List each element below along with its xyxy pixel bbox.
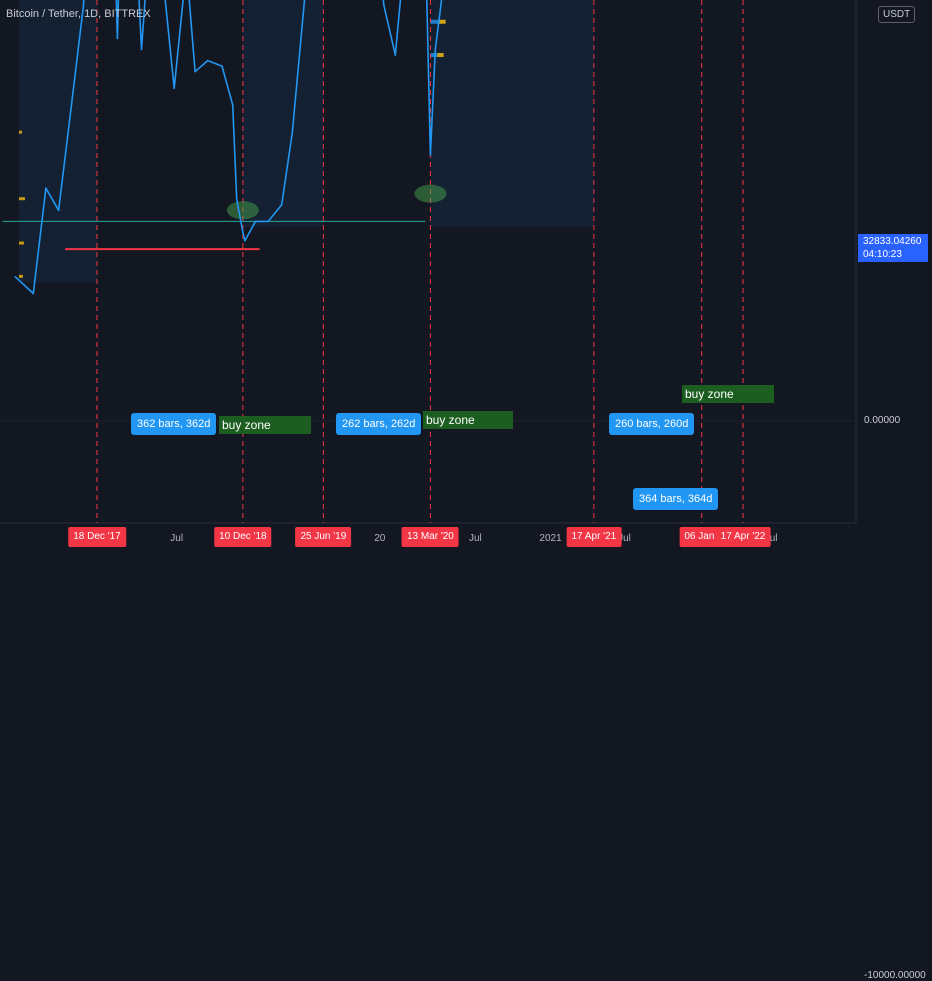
date-marker-label[interactable]: 06 Jan ': [679, 527, 725, 547]
price-point: [14, 276, 17, 278]
price-point: [140, 48, 143, 51]
price-point: [280, 203, 283, 206]
currency-selector[interactable]: USDT: [878, 6, 916, 23]
range-measure-label[interactable]: 364 bars, 364d: [633, 488, 719, 510]
chart-plot[interactable]: [0, 0, 932, 550]
date-marker-label[interactable]: 10 Dec '18: [214, 527, 272, 547]
buy-zone-label[interactable]: buy zone: [219, 416, 311, 434]
last-price-tag: 32833.04260 04:10:23: [858, 234, 928, 262]
buy-zone-label[interactable]: buy zone: [682, 385, 774, 403]
date-marker-label[interactable]: 13 Mar '20: [401, 527, 459, 547]
range-measure-label[interactable]: 362 bars, 362d: [131, 413, 217, 435]
price-point: [291, 131, 294, 134]
price-point: [267, 220, 270, 223]
volume-profile-bar: [430, 53, 438, 58]
volume-profile-bar: [18, 130, 22, 134]
price-point: [45, 187, 47, 189]
range-measure-label[interactable]: 260 bars, 260d: [609, 413, 695, 435]
price-point: [70, 109, 72, 112]
buy-zone-ellipse: [226, 201, 259, 220]
volume-profile-bar: [18, 197, 25, 201]
date-marker-label[interactable]: 18 Dec '17: [68, 527, 126, 547]
price-tick-label: 0.00000: [864, 415, 901, 426]
time-tick-label: 2021: [539, 533, 562, 544]
price-point: [383, 4, 385, 6]
volume-profile-bar: [438, 19, 446, 24]
time-tick-label: Jul: [170, 533, 184, 544]
range-box: [242, 0, 324, 227]
date-marker-label[interactable]: 17 Apr '21: [566, 527, 622, 547]
price-point: [194, 70, 196, 73]
time-tick-label: ul: [769, 533, 778, 544]
range-box: [18, 0, 98, 283]
buy-zone-label[interactable]: buy zone: [423, 411, 513, 429]
date-marker-label[interactable]: 25 Jun '19: [295, 527, 352, 547]
volume-profile-bar: [18, 274, 23, 278]
volume-profile-bar: [430, 19, 439, 24]
buy-zone-ellipse: [414, 184, 447, 203]
price-point: [244, 239, 246, 242]
bar-countdown: 04:10:23: [863, 249, 902, 260]
price-point: [254, 220, 257, 223]
price-point: [221, 65, 223, 67]
price-point: [116, 37, 119, 40]
time-tick-label: Jul: [468, 533, 482, 544]
price-point: [57, 209, 60, 212]
price-tick-label: -10000.00000: [864, 969, 926, 981]
price-point: [231, 104, 234, 106]
volume-profile-bar: [437, 53, 444, 58]
volume-profile-bar: [18, 241, 24, 245]
price-point: [173, 87, 176, 90]
price-point: [242, 231, 244, 234]
range-box: [430, 0, 594, 227]
price-point: [32, 292, 35, 295]
range-measure-label[interactable]: 262 bars, 262d: [336, 413, 422, 435]
chart-title: Bitcoin / Tether, 1D, BITTREX: [6, 8, 151, 20]
last-price-value: 32833.04260: [863, 236, 922, 247]
price-point: [82, 4, 85, 6]
price-point: [235, 198, 238, 200]
time-tick-label: 20: [374, 533, 386, 544]
time-tick-label: Jul: [618, 533, 631, 544]
price-point: [434, 48, 437, 51]
date-marker-label[interactable]: 17 Apr '22: [715, 527, 771, 547]
price-point: [206, 59, 209, 62]
price-point: [394, 54, 397, 56]
price-point: [429, 154, 432, 156]
